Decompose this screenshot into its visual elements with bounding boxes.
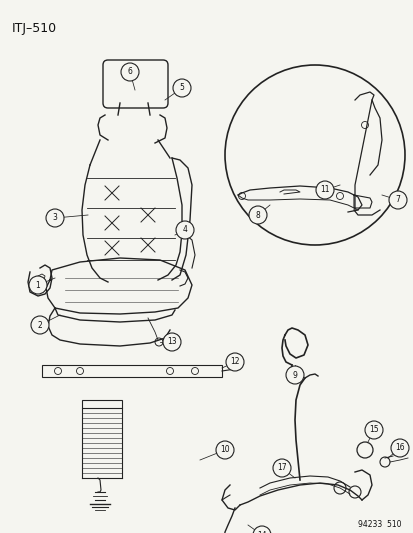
Circle shape <box>252 526 271 533</box>
Text: 1: 1 <box>36 280 40 289</box>
Text: 9: 9 <box>292 370 297 379</box>
Text: 7: 7 <box>394 196 399 205</box>
Circle shape <box>315 181 333 199</box>
Circle shape <box>216 441 233 459</box>
Circle shape <box>336 192 343 199</box>
Circle shape <box>46 209 64 227</box>
Circle shape <box>225 353 243 371</box>
Circle shape <box>364 421 382 439</box>
Text: 14: 14 <box>256 530 266 533</box>
Text: 12: 12 <box>230 358 239 367</box>
Circle shape <box>248 206 266 224</box>
Circle shape <box>191 367 198 375</box>
Circle shape <box>176 221 194 239</box>
Text: 17: 17 <box>277 464 286 472</box>
Circle shape <box>31 316 49 334</box>
Text: 11: 11 <box>320 185 329 195</box>
Circle shape <box>163 333 180 351</box>
Circle shape <box>121 63 139 81</box>
Circle shape <box>173 79 190 97</box>
Bar <box>42 365 221 377</box>
Text: 13: 13 <box>167 337 176 346</box>
Text: 8: 8 <box>255 211 260 220</box>
Circle shape <box>285 366 303 384</box>
Text: ITJ–510: ITJ–510 <box>12 22 57 35</box>
Circle shape <box>272 459 290 477</box>
Circle shape <box>390 439 408 457</box>
Circle shape <box>348 486 360 498</box>
Text: 4: 4 <box>182 225 187 235</box>
Circle shape <box>166 367 173 375</box>
Circle shape <box>76 367 83 375</box>
Text: 16: 16 <box>394 443 404 453</box>
Text: 5: 5 <box>179 84 184 93</box>
Text: 10: 10 <box>220 446 229 455</box>
Text: 3: 3 <box>52 214 57 222</box>
Circle shape <box>388 191 406 209</box>
Circle shape <box>356 442 372 458</box>
Circle shape <box>361 122 368 128</box>
Text: 2: 2 <box>38 320 42 329</box>
Text: 15: 15 <box>368 425 378 434</box>
Circle shape <box>154 338 163 346</box>
Bar <box>82 400 122 408</box>
Circle shape <box>55 367 62 375</box>
Text: 94233  510: 94233 510 <box>358 520 401 529</box>
Circle shape <box>333 482 345 494</box>
Circle shape <box>238 192 245 199</box>
Text: 6: 6 <box>127 68 132 77</box>
Circle shape <box>379 457 389 467</box>
Circle shape <box>29 276 47 294</box>
